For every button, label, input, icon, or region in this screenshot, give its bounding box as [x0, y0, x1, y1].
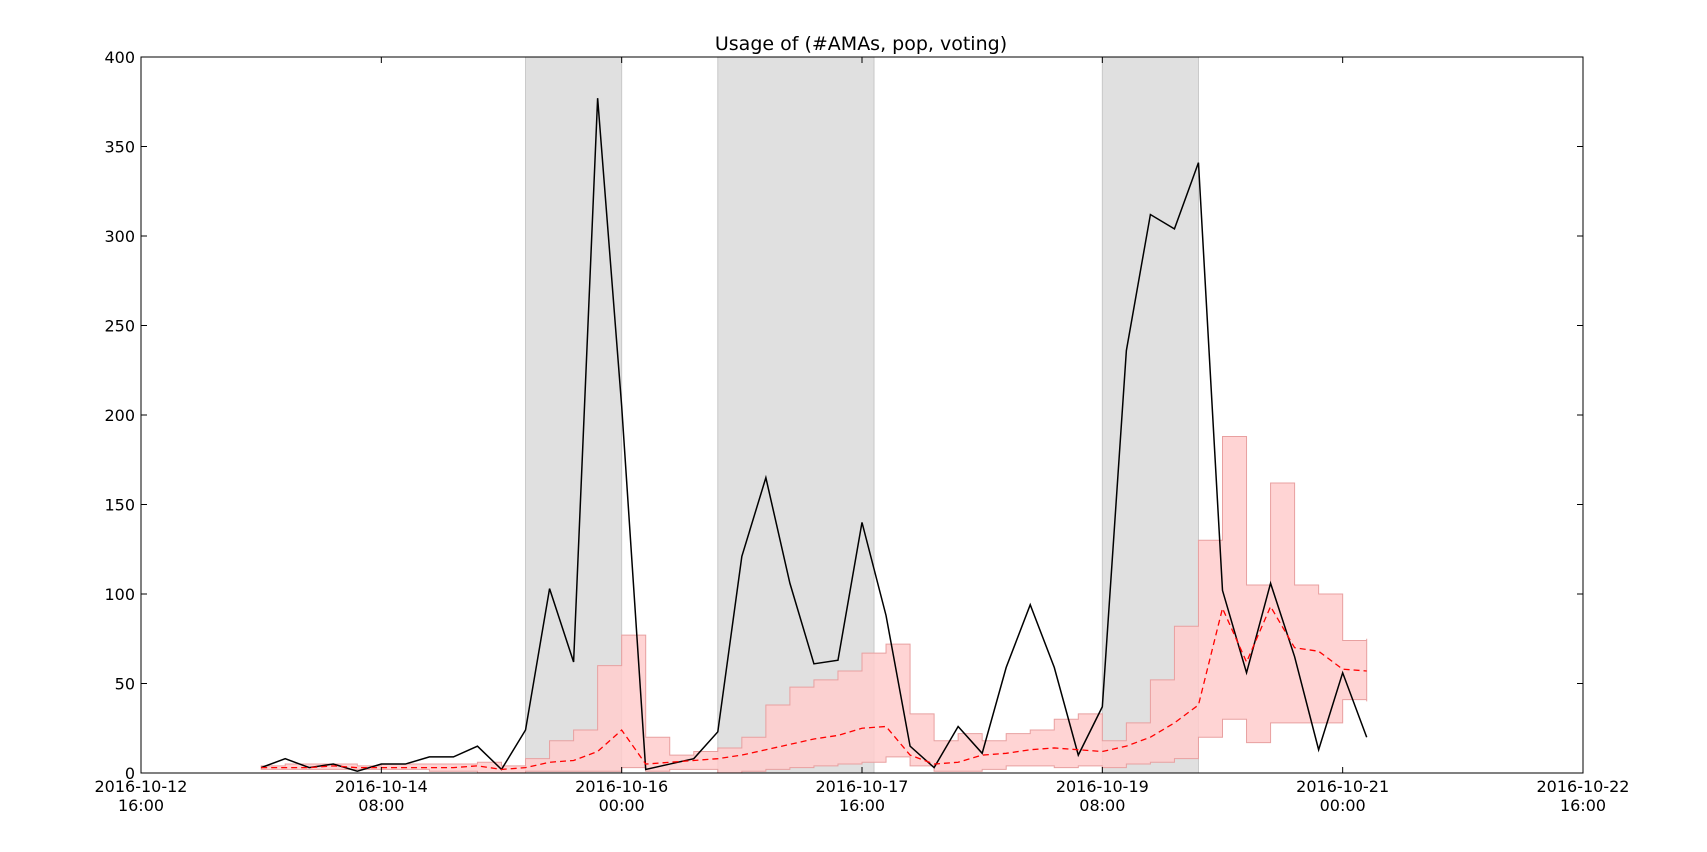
mean-line [261, 605, 1367, 771]
y-tick-label: 250 [104, 317, 135, 336]
x-tick-time: 16:00 [1560, 796, 1606, 815]
y-tick-label: 400 [104, 48, 135, 67]
series-lines [260, 98, 1368, 772]
y-tick-label: 150 [104, 496, 135, 515]
y-tick-label: 0 [125, 764, 135, 783]
chart-title: Usage of (#AMAs, pop, voting) [715, 33, 1007, 55]
y-tick-label: 50 [115, 675, 135, 694]
y-tick-label: 200 [104, 406, 135, 425]
x-tick-date: 2016-10-14 [335, 777, 428, 796]
y-tick-label: 300 [104, 227, 135, 246]
x-tick-time: 08:00 [1079, 796, 1125, 815]
x-tick-time: 08:00 [358, 796, 404, 815]
y-tick-label: 100 [104, 585, 135, 604]
x-axis: 2016-10-1216:002016-10-1408:002016-10-16… [95, 57, 1630, 815]
x-tick-date: 2016-10-19 [1056, 777, 1149, 796]
x-tick-time: 00:00 [599, 796, 645, 815]
shaded-span-2 [717, 56, 875, 774]
x-tick-date: 2016-10-21 [1296, 777, 1389, 796]
x-tick-date: 2016-10-17 [816, 777, 909, 796]
x-tick-date: 2016-10-22 [1537, 777, 1630, 796]
usage-line [260, 98, 1368, 772]
x-tick-date: 2016-10-16 [575, 777, 668, 796]
y-axis: 0 50 100 150 200 250 300 350 400 [104, 48, 1583, 783]
x-tick-date: 2016-10-12 [95, 777, 188, 796]
x-tick-time: 16:00 [118, 796, 164, 815]
y-tick-label: 350 [104, 138, 135, 157]
x-tick-time: 00:00 [1320, 796, 1366, 815]
x-tick-time: 16:00 [839, 796, 885, 815]
